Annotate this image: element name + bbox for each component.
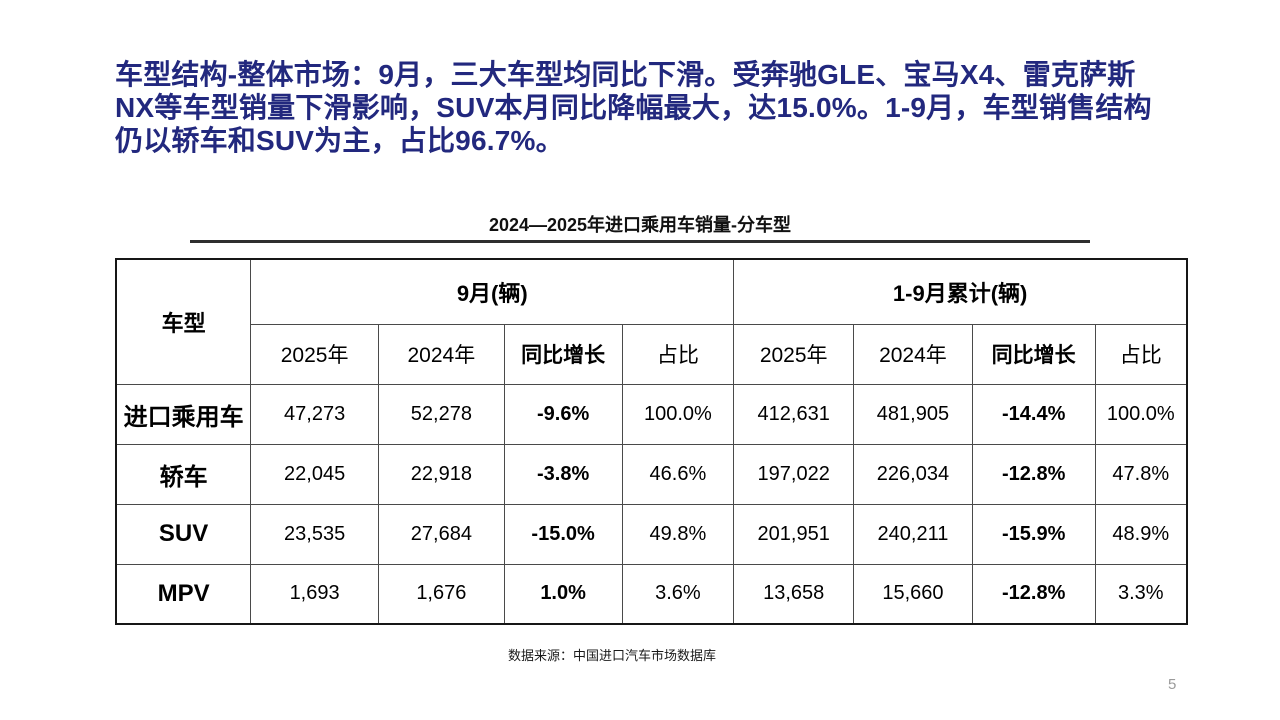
cell-yoy: -15.9% [971, 503, 1096, 565]
column-group-september: 9月(辆) [250, 258, 735, 325]
cell: 49.8% [621, 503, 735, 565]
column-header-ytd-2025: 2025年 [733, 323, 855, 385]
cell: 22,045 [250, 443, 379, 505]
row-label: 轿车 [115, 443, 252, 505]
cell: 240,211 [853, 503, 973, 565]
column-header-sep-2024: 2024年 [377, 323, 505, 385]
cell-yoy: -12.8% [971, 443, 1096, 505]
cell-yoy: -3.8% [503, 443, 623, 505]
header-group-row: 车型 9月(辆) 1-9月累计(辆) [115, 258, 1188, 385]
cell: 1,676 [377, 563, 505, 625]
headline-line-1: 车型结构-整体市场：9月，三大车型均同比下滑。受奔驰GLE、宝马X4、雷克萨斯 [115, 59, 1136, 90]
table-row-total: 进口乘用车 47,273 52,278 -9.6% 100.0% 412,631… [115, 383, 1188, 445]
cell: 27,684 [377, 503, 505, 565]
cell: 412,631 [733, 383, 855, 445]
cell-yoy: -15.0% [503, 503, 623, 565]
table-row-sedan: 轿车 22,045 22,918 -3.8% 46.6% 197,022 226… [115, 443, 1188, 505]
header-subrow: 2025年 2024年 同比增长 占比 2025年 2024年 同比增长 占比 [116, 323, 1188, 385]
source-note: 数据来源：中国进口汽车市场数据库 [508, 648, 717, 663]
table-row-suv: SUV 23,535 27,684 -15.0% 49.8% 201,951 2… [115, 503, 1188, 565]
cell: 23,535 [250, 503, 379, 565]
sales-table: 车型 9月(辆) 1-9月累计(辆) 2025年 2024年 同比增长 占比 2… [115, 258, 1188, 625]
cell: 13,658 [733, 563, 855, 625]
cell: 47,273 [250, 383, 379, 445]
page-number: 5 [1168, 676, 1177, 693]
cell: 46.6% [621, 443, 735, 505]
cell-yoy: -14.4% [971, 383, 1096, 445]
cell: 22,918 [377, 443, 505, 505]
row-label: MPV [115, 563, 252, 625]
cell: 226,034 [853, 443, 973, 505]
row-label: 进口乘用车 [115, 383, 252, 445]
cell: 1,693 [250, 563, 379, 625]
cell: 52,278 [377, 383, 505, 445]
cell: 3.6% [621, 563, 735, 625]
table-title: 2024—2025年进口乘用车销量-分车型 [488, 215, 792, 235]
cell: 201,951 [733, 503, 855, 565]
title-underline [190, 240, 1090, 243]
cell: 3.3% [1094, 563, 1188, 625]
cell: 48.9% [1094, 503, 1188, 565]
headline-line-2: NX等车型销量下滑影响，SUV本月同比降幅最大，达15.0%。1-9月，车型销售… [115, 92, 1152, 123]
cell: 15,660 [853, 563, 973, 625]
cell: 197,022 [733, 443, 855, 505]
cell-yoy: -12.8% [971, 563, 1096, 625]
row-label: SUV [115, 503, 252, 565]
cell: 100.0% [1094, 383, 1188, 445]
column-header-ytd-2024: 2024年 [853, 323, 973, 385]
headline: 车型结构-整体市场：9月，三大车型均同比下滑。受奔驰GLE、宝马X4、雷克萨斯 … [115, 58, 1193, 157]
cell-yoy: -9.6% [503, 383, 623, 445]
headline-line-3: 仍以轿车和SUV为主，占比96.7%。 [115, 125, 564, 156]
column-header-sep-yoy: 同比增长 [503, 323, 623, 385]
column-header-sep-share: 占比 [621, 323, 735, 385]
column-header-ytd-yoy: 同比增长 [971, 323, 1096, 385]
cell-yoy: 1.0% [503, 563, 623, 625]
column-header-ytd-share: 占比 [1094, 323, 1188, 385]
cell: 100.0% [621, 383, 735, 445]
cell: 481,905 [853, 383, 973, 445]
column-header-sep-2025: 2025年 [250, 323, 379, 385]
cell: 47.8% [1094, 443, 1188, 505]
table-row-mpv: MPV 1,693 1,676 1.0% 3.6% 13,658 15,660 … [115, 563, 1188, 625]
column-group-ytd: 1-9月累计(辆) [733, 258, 1188, 325]
column-header-vehicle-type: 车型 [115, 258, 252, 385]
